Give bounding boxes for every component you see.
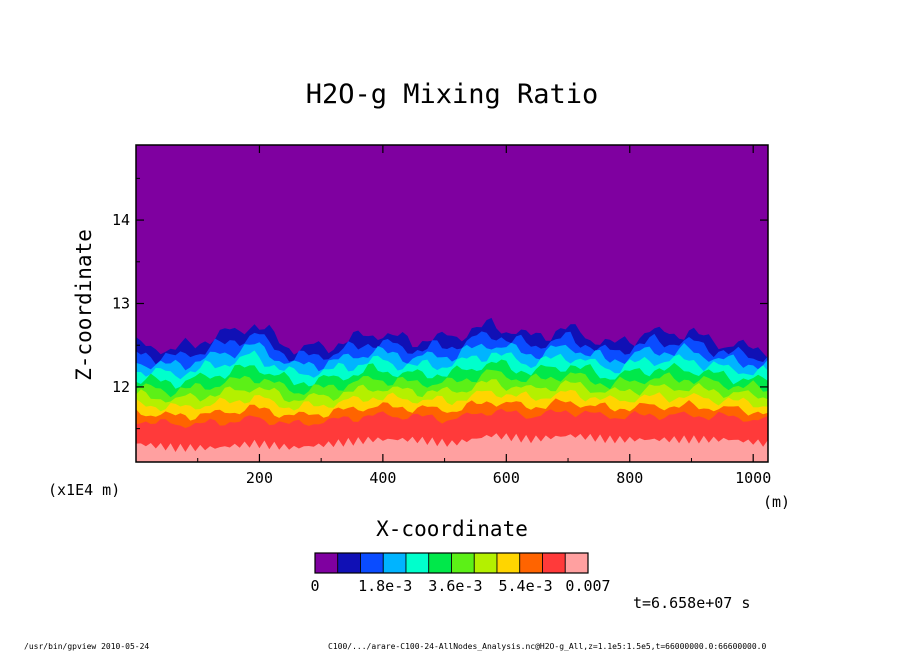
colorbar-swatch	[496, 552, 521, 574]
contour-plot-area	[136, 145, 768, 462]
x-tick-label: 200	[246, 469, 273, 487]
axes: 200 400 600 800 1000 12 13 14	[112, 144, 771, 487]
footer-right-info: C100/.../arare-C100-24-AllNodes_Analysis…	[328, 642, 767, 651]
x-tick-label: 600	[493, 469, 520, 487]
y-tick-label: 12	[112, 378, 130, 396]
x-axis-unit: (m)	[763, 493, 790, 511]
colorbar-swatch	[360, 552, 384, 574]
colorbar-swatch	[542, 552, 566, 574]
x-tick-label: 1000	[735, 469, 771, 487]
x-tick-label: 800	[616, 469, 643, 487]
colorbar-frame	[314, 552, 589, 574]
colorbar-swatch	[451, 552, 475, 574]
y-axis-label: Z-coordinate	[72, 229, 96, 381]
colorbar-tick-label: 3.6e-3	[428, 577, 482, 595]
footer-left-info: /usr/bin/gpview 2010-05-24	[24, 642, 150, 651]
colorbar-tick-label: 0.007	[565, 577, 610, 595]
x-tick-label: 400	[369, 469, 396, 487]
colorbar-swatch	[337, 552, 361, 574]
time-label: t=6.658e+07 s	[633, 594, 751, 612]
colorbar-tick-label: 1.8e-3	[358, 577, 412, 595]
chart-title: H2O-g Mixing Ratio	[306, 79, 599, 110]
colorbar-swatch	[314, 552, 339, 574]
contour-band-11	[136, 433, 768, 462]
colorbar-swatch	[382, 552, 407, 574]
colorbar-swatch	[428, 552, 452, 574]
x-axis-label: X-coordinate	[376, 517, 528, 541]
colorbar-tick-label: 5.4e-3	[499, 577, 553, 595]
colorbar-tick-label: 0	[310, 577, 319, 595]
colorbar-legend: 0 1.8e-3 3.6e-3 5.4e-3 0.007	[310, 552, 611, 595]
y-tick-label: 13	[112, 295, 130, 313]
colorbar-swatch	[405, 552, 430, 574]
y-axis-unit: (x1E4 m)	[48, 481, 120, 499]
y-tick-label: 14	[112, 211, 130, 229]
colorbar-swatch	[564, 552, 589, 574]
colorbar-swatch	[519, 552, 543, 574]
colorbar-swatch	[473, 552, 498, 574]
